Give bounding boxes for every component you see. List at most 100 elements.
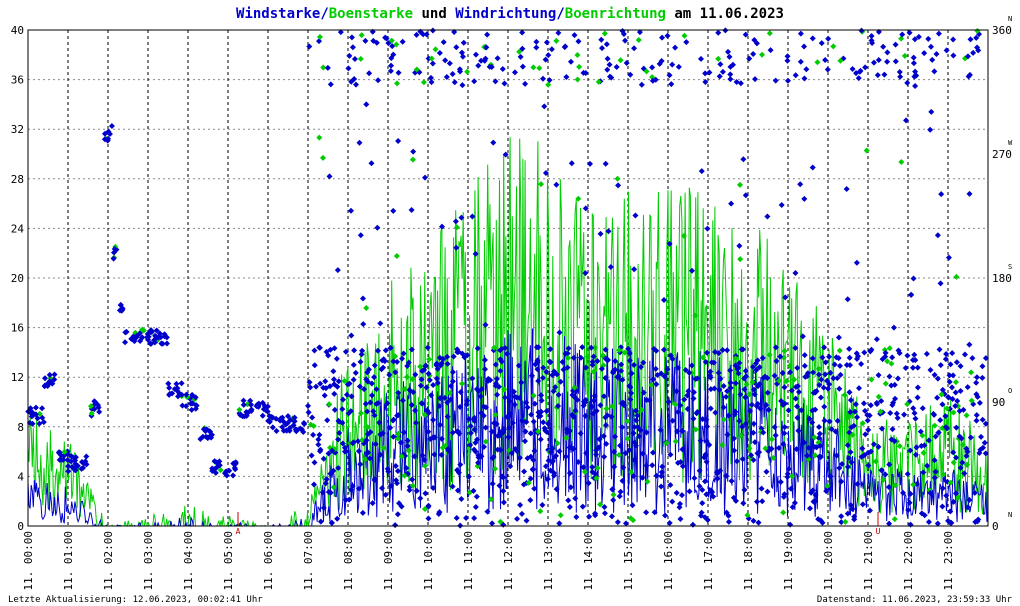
windrichtung-point: [809, 407, 816, 414]
windrichtung-point: [634, 412, 641, 419]
windrichtung-point: [784, 77, 791, 84]
axis-layer: 04812162024283236400N90O180S270W360N11. …: [11, 15, 1013, 591]
windrichtung-point: [247, 397, 254, 404]
windrichtung-point: [269, 414, 276, 421]
windrichtung-point: [449, 483, 456, 490]
windrichtung-point: [975, 516, 982, 523]
windrichtung-point: [237, 412, 244, 419]
windrichtung-point: [429, 434, 436, 441]
windrichtung-point: [611, 463, 618, 470]
boenrichtung-point: [898, 158, 905, 165]
windrichtung-point: [83, 453, 90, 460]
y-left-tick-label: 28: [11, 173, 24, 186]
windrichtung-point: [178, 391, 185, 398]
windrichtung-point: [804, 452, 811, 459]
boenrichtung-point: [530, 392, 537, 399]
windrichtung-point: [506, 424, 513, 431]
boenrichtung-point: [393, 41, 400, 48]
windrichtung-point: [742, 367, 749, 374]
boenrichtung-point: [715, 55, 722, 62]
compass-label: S: [1008, 263, 1012, 271]
windrichtung-point: [433, 375, 440, 382]
windrichtung-point: [666, 72, 673, 79]
boenrichtung-point: [563, 435, 570, 442]
windrichtung-point: [928, 108, 935, 115]
windrichtung-point: [904, 352, 911, 359]
windrichtung-point: [623, 59, 630, 66]
windrichtung-point: [459, 82, 466, 89]
windrichtung-point: [739, 423, 746, 430]
windrichtung-point: [707, 386, 714, 393]
y-left-tick-label: 20: [11, 272, 24, 285]
footer-left: Letzte Aktualisierung: 12.06.2023, 00:02…: [8, 595, 263, 605]
windrichtung-point: [606, 61, 613, 68]
boenrichtung-point: [617, 57, 624, 64]
windrichtung-point: [472, 439, 479, 446]
windrichtung-point: [388, 482, 395, 489]
windrichtung-point: [973, 34, 980, 41]
windrichtung-point: [327, 346, 334, 353]
boenrichtung-point: [644, 478, 651, 485]
windrichtung-point: [734, 366, 741, 373]
boenrichtung-point: [974, 27, 981, 34]
windrichtung-point: [598, 365, 605, 372]
windrichtung-point: [795, 388, 802, 395]
windrichtung-point: [750, 386, 757, 393]
windrichtung-point: [309, 414, 316, 421]
windrichtung-point: [449, 378, 456, 385]
windrichtung-point: [741, 386, 748, 393]
windrichtung-point: [464, 397, 471, 404]
windrichtung-point: [792, 345, 799, 352]
windrichtung-point: [418, 400, 425, 407]
windrichtung-point: [614, 519, 621, 526]
boenrichtung-point: [737, 256, 744, 263]
windrichtung-point: [522, 80, 529, 87]
windrichtung-point: [778, 397, 785, 404]
windrichtung-point: [752, 76, 759, 83]
windrichtung-point: [847, 397, 854, 404]
windrichtung-point: [847, 362, 854, 369]
y-left-tick-label: 4: [17, 470, 24, 483]
windrichtung-point: [449, 369, 456, 376]
windrichtung-point: [556, 448, 563, 455]
boenrichtung-point: [944, 405, 951, 412]
windrichtung-point: [538, 408, 545, 415]
windrichtung-point: [715, 29, 722, 36]
windrichtung-point: [137, 337, 144, 344]
boenrichtung-point: [592, 344, 599, 351]
windrichtung-point: [346, 52, 353, 59]
x-tick-label: 11. 18:00: [742, 531, 755, 591]
windrichtung-point: [580, 69, 587, 76]
boenrichtung-point: [814, 59, 821, 66]
windrichtung-point: [179, 402, 186, 409]
windrichtung-point: [593, 451, 600, 458]
windrichtung-point: [932, 433, 939, 440]
windrichtung-point: [638, 81, 645, 88]
windrichtung-point: [339, 440, 346, 447]
windrichtung-point: [964, 504, 971, 511]
windrichtung-point: [305, 402, 312, 409]
windrichtung-point: [105, 135, 112, 142]
windrichtung-point: [816, 424, 823, 431]
windrichtung-point: [639, 450, 646, 457]
windrichtung-point: [925, 35, 932, 42]
windrichtung-point: [633, 417, 640, 424]
windrichtung-point: [472, 504, 479, 511]
windrichtung-point: [781, 424, 788, 431]
windrichtung-point: [123, 328, 130, 335]
windrichtung-point: [836, 362, 843, 369]
windrichtung-point: [939, 386, 946, 393]
windrichtung-point: [323, 476, 330, 483]
windrichtung-point: [809, 419, 816, 426]
windrichtung-point: [657, 426, 664, 433]
windrichtung-point: [601, 504, 608, 511]
windrichtung-point: [425, 409, 432, 416]
windrichtung-point: [548, 46, 555, 53]
windrichtung-point: [777, 478, 784, 485]
windrichtung-point: [368, 380, 375, 387]
windrichtung-point: [914, 394, 921, 401]
windrichtung-point: [599, 45, 606, 52]
boenrichtung-point: [404, 373, 411, 380]
windrichtung-point: [603, 440, 610, 447]
windrichtung-point: [730, 435, 737, 442]
